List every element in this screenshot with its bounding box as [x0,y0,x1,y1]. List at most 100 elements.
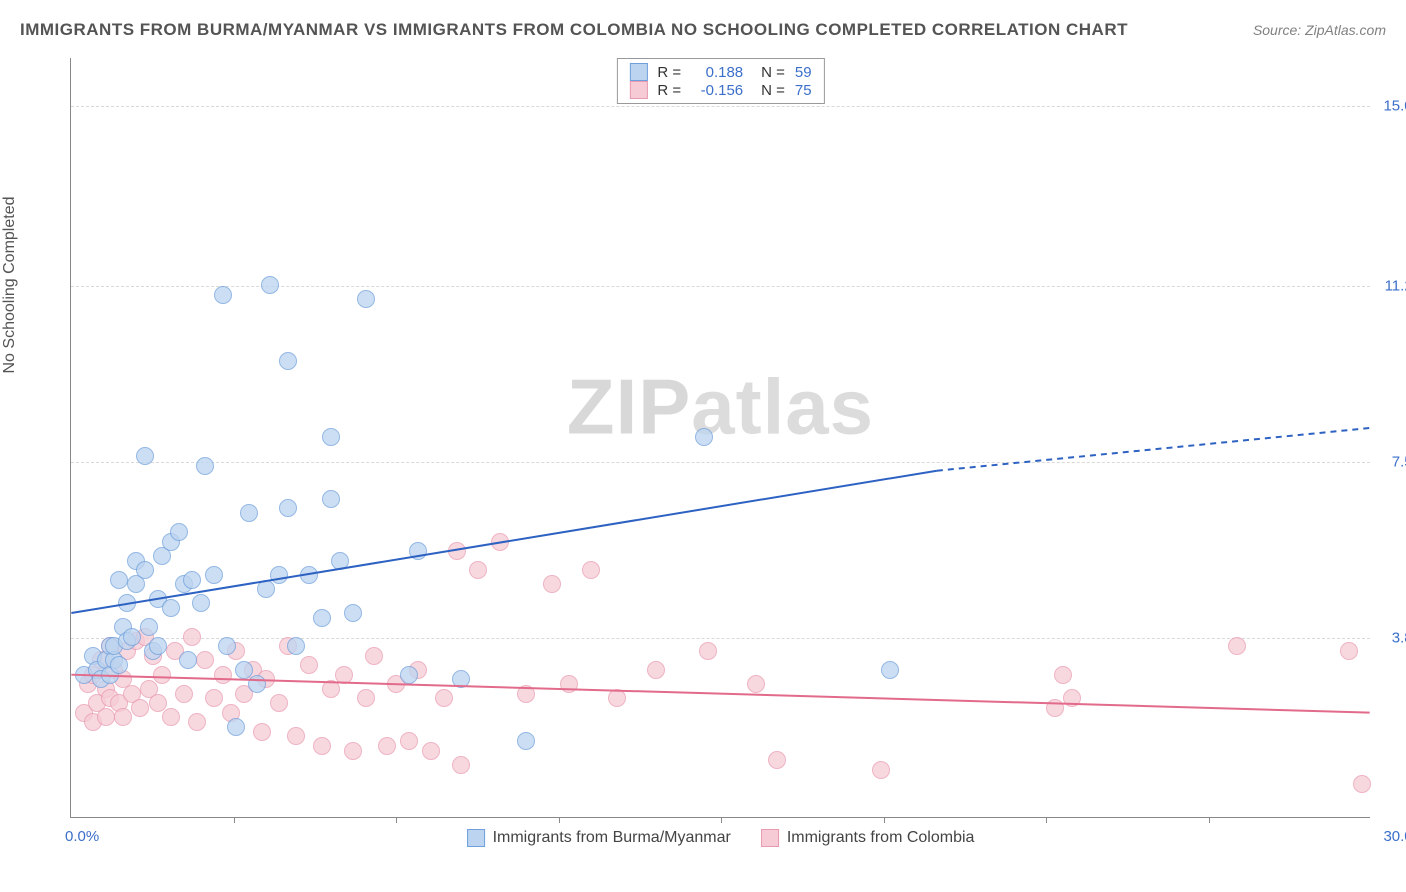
data-point-colombia [560,675,578,693]
data-point-burma [400,666,418,684]
data-point-burma [192,594,210,612]
data-point-colombia [543,575,561,593]
data-point-colombia [175,685,193,703]
data-point-burma [227,718,245,736]
correlation-legend: R = 0.188 N = 59 R = -0.156 N = 75 [616,58,824,104]
data-point-burma [409,542,427,560]
data-point-colombia [1340,642,1358,660]
data-point-burma [179,651,197,669]
data-point-colombia [287,727,305,745]
data-point-colombia [313,737,331,755]
data-point-colombia [452,756,470,774]
data-point-colombia [162,708,180,726]
data-point-burma [695,428,713,446]
legend-row-colombia: R = -0.156 N = 75 [629,81,811,99]
data-point-burma [257,580,275,598]
data-point-colombia [608,689,626,707]
x-tick [1046,817,1047,823]
x-tick [884,817,885,823]
data-point-burma [331,552,349,570]
y-tick-label: 15.0% [1383,97,1406,114]
chart-container: No Schooling Completed ZIPatlas R = 0.18… [20,48,1380,858]
data-point-burma [149,637,167,655]
x-tick [396,817,397,823]
data-point-burma [279,499,297,517]
swatch-burma [467,829,485,847]
data-point-colombia [270,694,288,712]
swatch-colombia [629,81,647,99]
x-axis-min-label: 0.0% [65,828,99,845]
y-tick-label: 11.2% [1385,278,1406,295]
y-tick-label: 3.8% [1392,629,1406,646]
data-point-burma [218,637,236,655]
data-point-colombia [322,680,340,698]
data-point-colombia [1228,637,1246,655]
data-point-burma [313,609,331,627]
data-point-burma [322,428,340,446]
data-point-burma [357,290,375,308]
data-point-burma [279,352,297,370]
r-label: R = [657,82,681,99]
data-point-burma [517,732,535,750]
r-value-colombia: -0.156 [691,82,743,99]
data-point-colombia [1063,689,1081,707]
data-point-colombia [344,742,362,760]
data-point-burma [205,566,223,584]
plot-area: ZIPatlas R = 0.188 N = 59 R = -0.156 N =… [70,58,1370,818]
data-point-burma [118,594,136,612]
data-point-colombia [205,689,223,707]
data-point-burma [214,286,232,304]
data-point-colombia [335,666,353,684]
data-point-colombia [747,675,765,693]
data-point-burma [261,276,279,294]
data-point-colombia [647,661,665,679]
data-point-burma [110,571,128,589]
data-point-burma [270,566,288,584]
n-label: N = [761,82,785,99]
chart-title: IMMIGRANTS FROM BURMA/MYANMAR VS IMMIGRA… [20,20,1128,40]
data-point-colombia [114,708,132,726]
data-point-colombia [1353,775,1371,793]
series-legend: Immigrants from Burma/Myanmar Immigrants… [467,829,975,847]
data-point-burma [287,637,305,655]
data-point-colombia [872,761,890,779]
legend-label-burma: Immigrants from Burma/Myanmar [493,829,731,847]
data-point-burma [162,599,180,617]
data-point-colombia [1046,699,1064,717]
n-label: N = [761,64,785,81]
data-point-colombia [491,533,509,551]
y-axis-label: No Schooling Completed [1,197,19,374]
data-point-burma [881,661,899,679]
legend-label-colombia: Immigrants from Colombia [787,829,975,847]
data-point-burma [170,523,188,541]
data-point-colombia [517,685,535,703]
n-value-colombia: 75 [795,82,812,99]
x-tick [721,817,722,823]
data-point-colombia [131,699,149,717]
x-tick [1209,817,1210,823]
data-point-burma [123,628,141,646]
n-value-burma: 59 [795,64,812,81]
r-label: R = [657,64,681,81]
x-axis-max-label: 30.0% [1383,828,1406,845]
data-point-colombia [300,656,318,674]
data-point-burma [196,457,214,475]
data-point-colombia [378,737,396,755]
data-point-burma [136,447,154,465]
data-point-colombia [196,651,214,669]
swatch-burma [629,63,647,81]
y-tick-label: 7.5% [1392,453,1406,470]
data-point-burma [248,675,266,693]
data-point-colombia [448,542,466,560]
legend-row-burma: R = 0.188 N = 59 [629,63,811,81]
gridline [71,106,1370,107]
data-point-colombia [253,723,271,741]
x-tick [559,817,560,823]
data-point-colombia [183,628,201,646]
gridline [71,638,1370,639]
data-point-burma [110,656,128,674]
data-point-burma [136,561,154,579]
data-point-burma [344,604,362,622]
source-attribution: Source: ZipAtlas.com [1253,22,1386,38]
data-point-colombia [435,689,453,707]
